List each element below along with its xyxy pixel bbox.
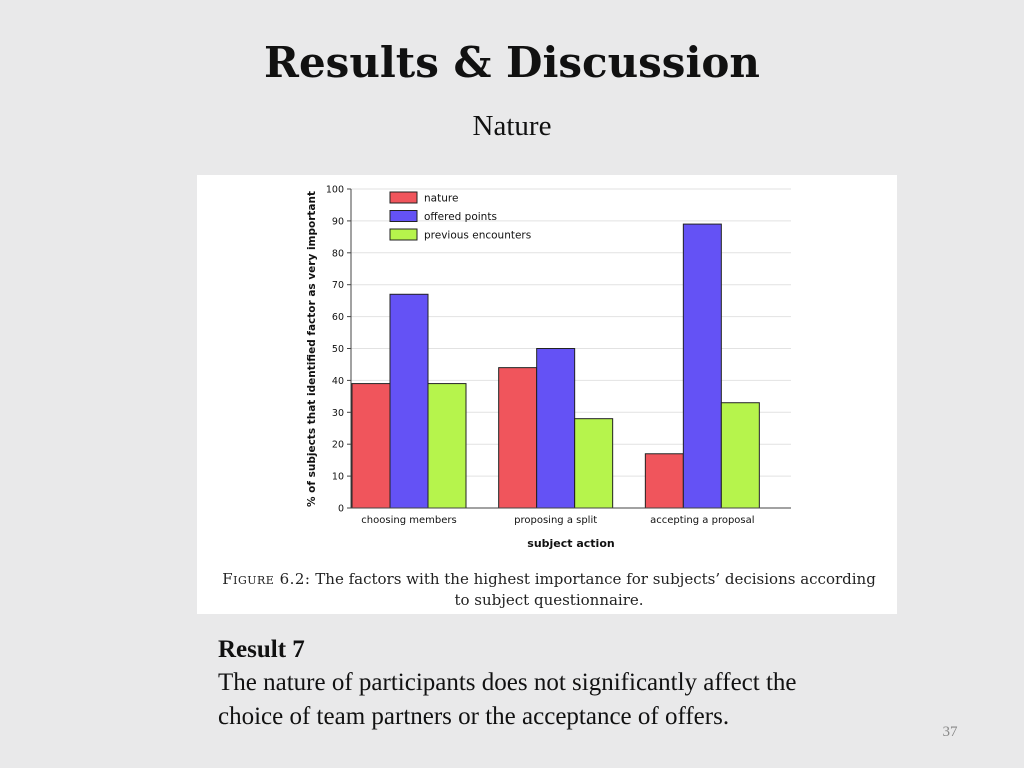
x-tick-labels: choosing members proposing a split accepti…	[361, 515, 754, 526]
y-tick-label: 80	[332, 248, 344, 259]
y-tick-label: 60	[332, 312, 344, 323]
result-text-line-2: choice of team partners or the acceptanc…	[218, 703, 730, 730]
y-tick-label: 50	[332, 344, 344, 355]
slide-title: Results & Discussion	[264, 38, 760, 87]
legend: nature offered points previous encounters	[389, 191, 531, 242]
caption-text: The factors with the highest importance …	[315, 570, 876, 609]
y-tick-label: 90	[332, 216, 344, 227]
y-tick-label: 30	[332, 408, 344, 419]
y-tick-labels: 0 10 20 30 40 50 60 70 80 90 100	[326, 185, 351, 515]
legend-label: offered points	[424, 211, 497, 223]
legend-swatch	[389, 210, 418, 222]
y-tick-label: 70	[332, 280, 344, 291]
legend-label: previous encounters	[424, 230, 531, 242]
bar-nature-2	[644, 453, 684, 509]
x-axis-label: subject action	[527, 537, 614, 550]
bar-previous-encounters-1	[574, 418, 614, 509]
x-tick-label: choosing members	[361, 515, 456, 526]
y-tick-label: 10	[332, 472, 344, 483]
bar-chart: 0 10 20 30 40 50 60 70 80 90 100 choosing members p…	[306, 185, 791, 550]
bar-nature-1	[498, 367, 538, 509]
legend-label: nature	[424, 193, 458, 205]
figure-panel: 0 10 20 30 40 50 60 70 80 90 100 choosing members p…	[197, 175, 897, 614]
y-tick-label: 40	[332, 376, 344, 387]
bar-offered-points-1	[536, 348, 576, 509]
y-tick-label: 100	[326, 185, 344, 196]
page-number: 37	[942, 724, 958, 740]
slide-subtitle: Nature	[472, 110, 552, 142]
y-axis-label: % of subjects that identified factor as …	[306, 191, 318, 507]
bars	[351, 223, 760, 509]
bar-previous-encounters-0	[427, 383, 467, 509]
figure-caption: Figure 6.2: The factors with the highest…	[213, 569, 885, 611]
bar-nature-0	[351, 383, 391, 509]
legend-swatch	[389, 191, 418, 204]
x-tick-label: proposing a split	[514, 515, 597, 526]
result-block: Result 7 The nature of participants does…	[218, 634, 938, 734]
y-tick-label: 20	[332, 440, 344, 451]
y-tick-label: 0	[338, 504, 344, 515]
result-title: Result 7	[218, 636, 305, 663]
legend-swatch	[389, 228, 418, 241]
bar-previous-encounters-2	[720, 402, 760, 509]
bar-offered-points-0	[389, 293, 429, 509]
x-tick-label: accepting a proposal	[650, 515, 754, 526]
caption-label: Figure 6.2:	[222, 570, 311, 588]
bar-offered-points-2	[682, 223, 722, 509]
result-text-line-1: The nature of participants does not sign…	[218, 669, 797, 696]
